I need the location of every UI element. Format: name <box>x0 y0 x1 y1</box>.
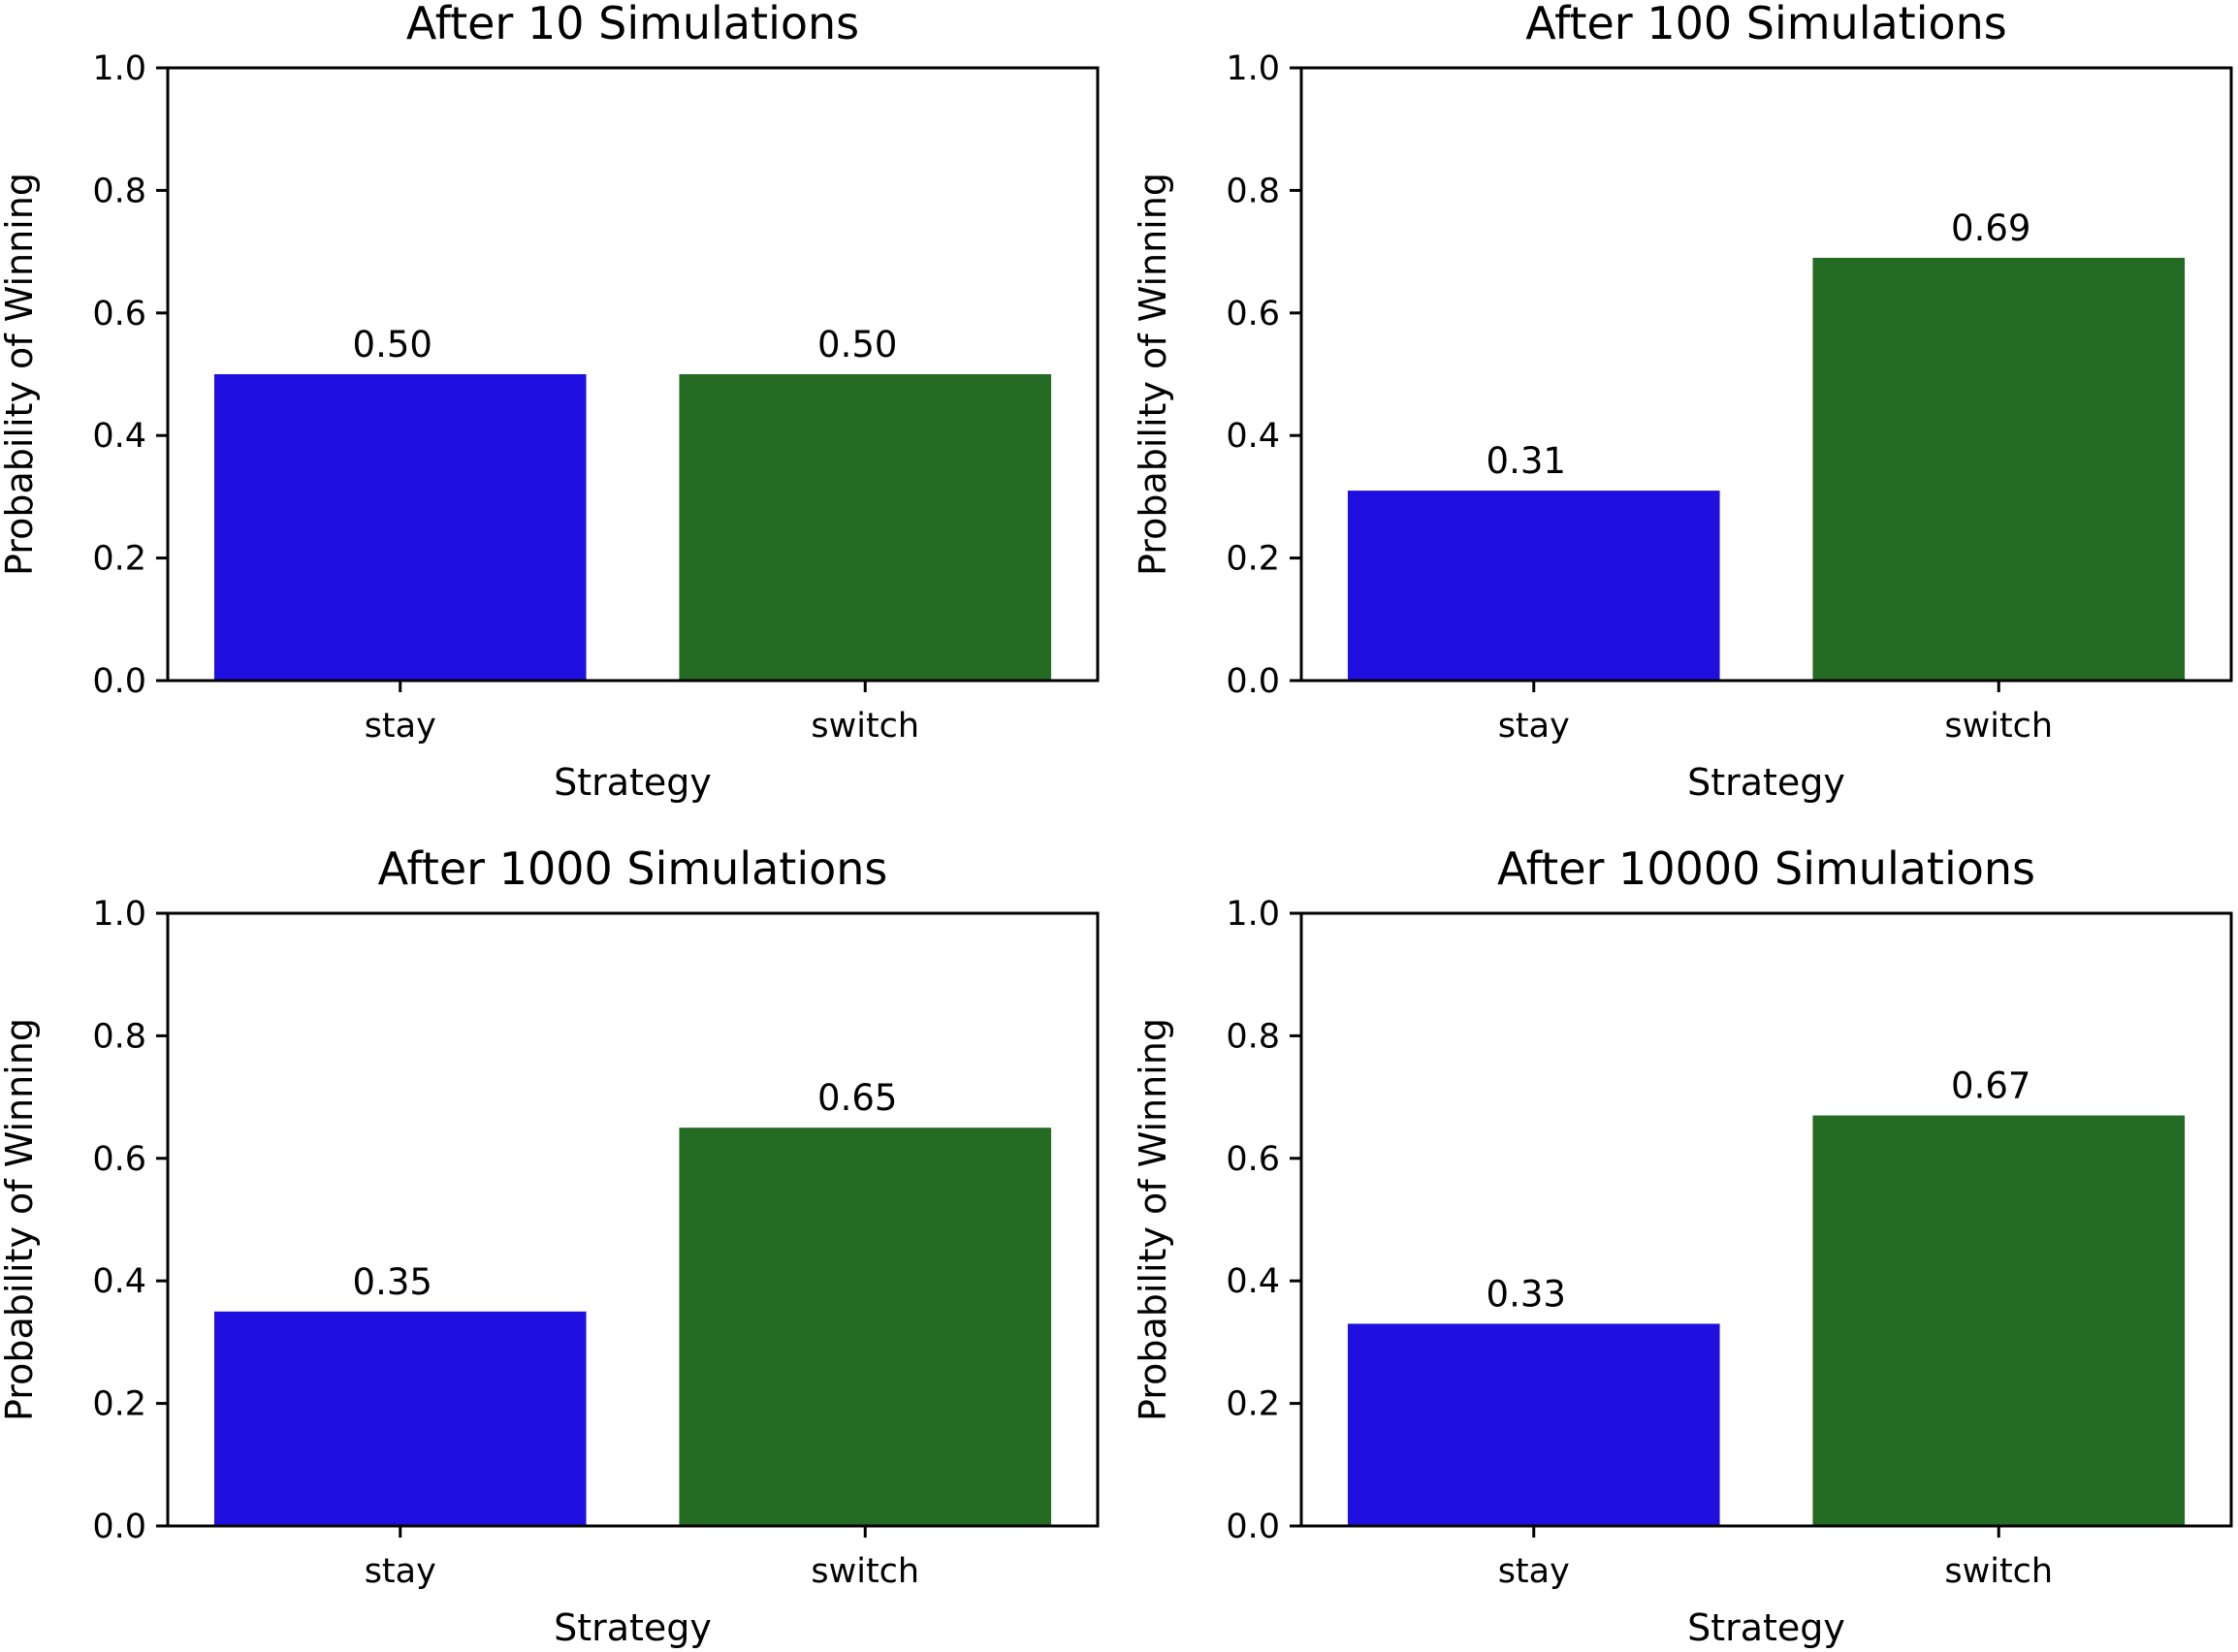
x-axis-label: Strategy <box>1687 761 1845 804</box>
axes-frame <box>166 911 1100 1528</box>
x-tick-label: stay <box>365 1552 436 1591</box>
bar-value-label: 0.31 <box>1487 440 1566 482</box>
y-tick-label: 0.8 <box>92 1017 146 1056</box>
y-tick-label: 0.0 <box>1226 1508 1280 1546</box>
y-tick-label: 0.8 <box>1226 172 1280 210</box>
bar-value-label: 0.33 <box>1487 1273 1566 1315</box>
y-tick-label: 1.0 <box>1226 49 1280 88</box>
y-tick-label: 0.4 <box>1226 417 1280 456</box>
bar-stay <box>213 1311 587 1526</box>
y-tick-label: 0.6 <box>1226 1140 1280 1179</box>
axes-frame <box>1299 66 2233 683</box>
x-tick-label: stay <box>365 707 436 746</box>
chart-title: After 10 Simulations <box>406 0 859 49</box>
y-tick-label: 0.8 <box>1226 1017 1280 1056</box>
chart-title: After 100 Simulations <box>1525 0 2007 49</box>
bar-value-label: 0.35 <box>353 1261 432 1303</box>
y-axis-label: Probability of Winning <box>1132 1018 1174 1421</box>
x-axis-label: Strategy <box>554 1606 712 1649</box>
y-tick-label: 0.2 <box>1226 1385 1280 1424</box>
bar-value-label: 0.50 <box>353 324 432 365</box>
chart-title: After 10000 Simulations <box>1497 842 2035 895</box>
y-axis-label: Probability of Winning <box>0 173 41 576</box>
chart-panel-3: 0.35 stay 0.65 switch 0.0 0.2 0.4 0.6 0.8 1.0 Afte… <box>0 842 1100 1649</box>
chart-title: After 1000 Simulations <box>378 842 888 895</box>
x-axis-label: Strategy <box>1687 1606 1845 1649</box>
axes-frame <box>1299 911 2233 1528</box>
x-tick-label: switch <box>811 707 919 746</box>
y-axis-label: Probability of Winning <box>0 1018 41 1421</box>
y-tick-label: 0.6 <box>92 295 146 334</box>
y-tick-label: 0.0 <box>92 1508 146 1546</box>
y-tick-label: 0.2 <box>1226 540 1280 579</box>
y-axis-label: Probability of Winning <box>1132 173 1174 576</box>
chart-panel-2: 0.31 stay 0.69 switch 0.0 0.2 0.4 0.6 0.8 1.0 Afte… <box>1132 0 2233 804</box>
y-tick-label: 0.4 <box>1226 1262 1280 1301</box>
y-tick-label: 0.2 <box>92 540 146 579</box>
bar-value-label: 0.50 <box>817 324 897 365</box>
bar-value-label: 0.65 <box>817 1077 897 1119</box>
y-tick-label: 0.8 <box>92 172 146 210</box>
y-tick-label: 0.0 <box>92 662 146 701</box>
bar-switch <box>679 1128 1052 1526</box>
bar-value-label: 0.69 <box>1951 207 2030 249</box>
y-tick-label: 0.6 <box>92 1140 146 1179</box>
bar-stay <box>1347 1323 1720 1526</box>
bar-value-label: 0.67 <box>1951 1065 2030 1107</box>
y-tick-label: 0.4 <box>92 417 146 456</box>
bar-switch <box>679 374 1052 681</box>
y-tick-label: 1.0 <box>1226 895 1280 934</box>
bar-stay <box>213 374 587 681</box>
y-tick-label: 0.4 <box>92 1262 146 1301</box>
chart-panel-1: 0.50 stay 0.50 switch 0.0 0.2 0.4 0.6 0.8 1.0 Afte… <box>0 0 1100 804</box>
x-tick-label: switch <box>811 1552 919 1591</box>
y-tick-label: 0.6 <box>1226 295 1280 334</box>
x-axis-label: Strategy <box>554 761 712 804</box>
x-tick-label: switch <box>1944 1552 2053 1591</box>
bar-switch <box>1812 1115 2186 1526</box>
bar-stay <box>1347 491 1720 681</box>
y-tick-label: 0.2 <box>92 1385 146 1424</box>
y-tick-label: 1.0 <box>92 895 146 934</box>
x-tick-label: stay <box>1498 1552 1570 1591</box>
axes-frame <box>166 66 1100 683</box>
y-tick-label: 1.0 <box>92 49 146 88</box>
x-tick-label: stay <box>1498 707 1570 746</box>
bar-switch <box>1812 257 2186 681</box>
y-tick-label: 0.0 <box>1226 662 1280 701</box>
x-tick-label: switch <box>1944 707 2053 746</box>
chart-panel-4: 0.33 stay 0.67 switch 0.0 0.2 0.4 0.6 0.8 1.0 Afte… <box>1132 842 2233 1649</box>
